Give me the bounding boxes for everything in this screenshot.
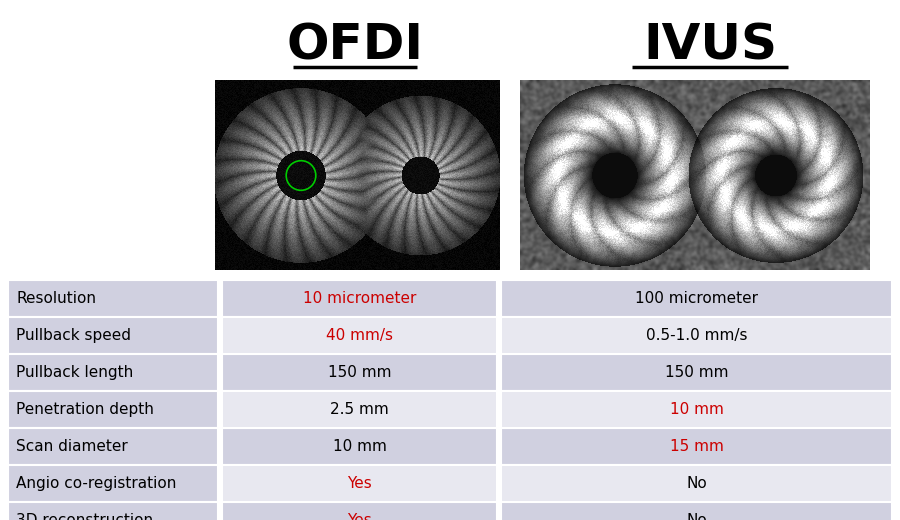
Text: 10 micrometer: 10 micrometer [302,291,416,306]
Text: Resolution: Resolution [16,291,96,306]
Bar [222,391,497,428]
Bar [501,317,892,354]
Bar [222,354,497,391]
Text: 150 mm: 150 mm [665,365,728,380]
Bar [501,391,892,428]
Bar [222,428,497,465]
Bar [8,391,218,428]
Text: 15 mm: 15 mm [670,439,724,454]
Bar [501,354,892,391]
Text: 3D reconstruction: 3D reconstruction [16,513,153,520]
Bar [8,280,218,317]
Bar [501,428,892,465]
Bar [501,502,892,520]
Bar [501,280,892,317]
Text: Pullback length: Pullback length [16,365,133,380]
Text: OFDI: OFDI [286,21,424,69]
Text: 0.5-1.0 mm/s: 0.5-1.0 mm/s [646,328,747,343]
Text: No: No [686,513,706,520]
Text: No: No [686,476,706,491]
Text: Yes: Yes [347,476,372,491]
Text: Penetration depth: Penetration depth [16,402,154,417]
Bar [222,502,497,520]
Bar [8,317,218,354]
Bar [222,280,497,317]
Text: 150 mm: 150 mm [328,365,392,380]
Text: Pullback speed: Pullback speed [16,328,131,343]
Text: IVUS: IVUS [643,21,777,69]
Bar [501,465,892,502]
Text: 10 mm: 10 mm [333,439,386,454]
Text: 10 mm: 10 mm [670,402,724,417]
Text: 2.5 mm: 2.5 mm [330,402,389,417]
Bar [8,354,218,391]
Bar [8,428,218,465]
Text: Angio co-registration: Angio co-registration [16,476,176,491]
Bar [222,465,497,502]
Bar [222,317,497,354]
Bar [8,502,218,520]
Text: 40 mm/s: 40 mm/s [326,328,393,343]
Text: 100 micrometer: 100 micrometer [635,291,758,306]
Text: Scan diameter: Scan diameter [16,439,128,454]
Text: Yes: Yes [347,513,372,520]
Bar [8,465,218,502]
